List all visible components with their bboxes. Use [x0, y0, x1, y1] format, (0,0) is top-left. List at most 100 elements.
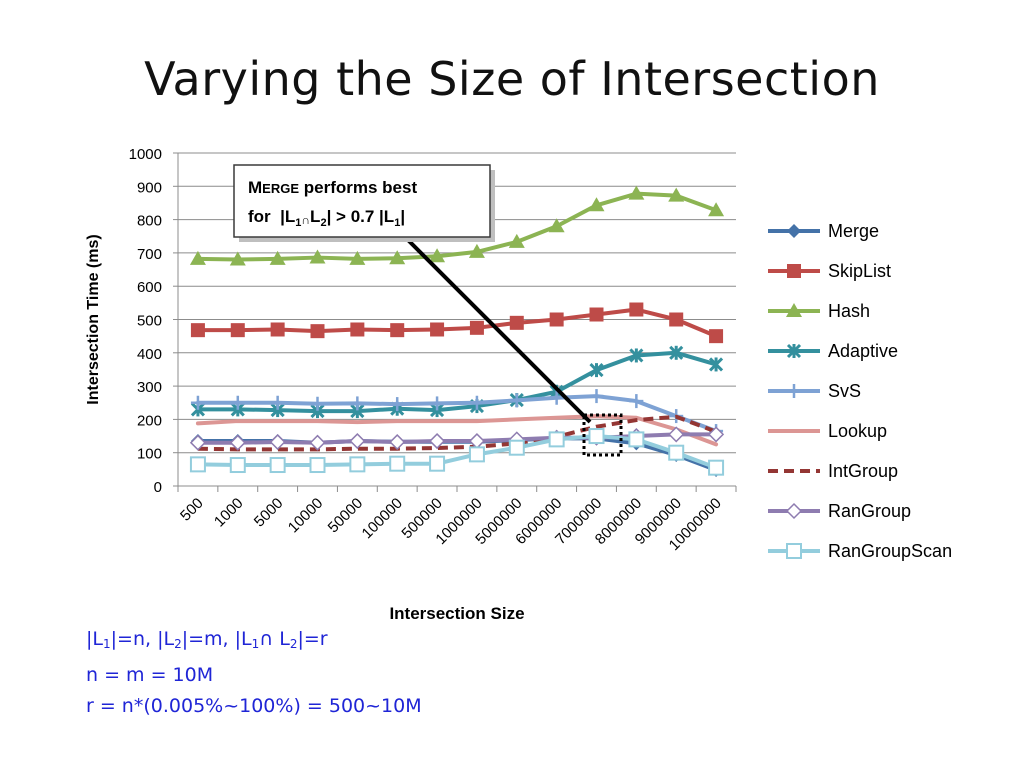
data-point-hash [269, 250, 286, 265]
data-point-hash [429, 248, 446, 263]
data-point-rangroup [389, 433, 406, 451]
series-lines [189, 185, 725, 478]
data-point-svs [390, 397, 405, 412]
data-point-rangroup [708, 426, 725, 443]
legend-marker-merge [787, 224, 801, 238]
merge-highlight-box [582, 413, 623, 457]
data-point-rangroupscan [349, 456, 366, 473]
y-tick-label: 900 [137, 179, 162, 196]
x-tick-label: 10000 [285, 495, 327, 537]
data-point-skiplist [430, 322, 445, 337]
y-tick-label: 400 [137, 346, 162, 363]
data-point-skiplist [230, 323, 245, 338]
x-tick-label: 100000 [359, 495, 406, 542]
data-point-svs [350, 396, 365, 411]
y-tick-label: 100 [137, 446, 162, 463]
data-point-skiplist [310, 324, 325, 339]
data-point-adaptive [629, 348, 644, 363]
callout-line-1: MERGE performs best [248, 178, 417, 197]
data-point-rangroup [668, 426, 685, 443]
data-point-svs [589, 389, 604, 404]
data-point-skiplist [350, 322, 365, 337]
legend-label-skiplist: SkipList [828, 261, 891, 281]
data-point-svs [629, 394, 644, 409]
series-line-intgroup [197, 414, 717, 452]
data-point-svs [549, 390, 564, 405]
legend-label-hash: Hash [828, 301, 870, 321]
data-point-skiplist [270, 322, 285, 337]
series-line-adaptive [195, 350, 719, 414]
y-tick-label: 600 [137, 279, 162, 296]
legend-marker-skiplist [787, 264, 801, 278]
data-point-rangroupscan [708, 459, 725, 476]
data-point-rangroupscan [229, 457, 246, 474]
series-rangroupscan [189, 428, 725, 476]
data-point-skiplist [669, 312, 684, 327]
legend-marker-hash [786, 303, 802, 317]
notes-line-1: |L1|=n, |L2|=m, |L1∩ L2|=r [86, 628, 328, 651]
legend-label-merge: Merge [828, 221, 879, 241]
series-lookup [195, 414, 719, 447]
data-point-adaptive [669, 345, 684, 360]
notes-line-2: n = m = 10M [86, 664, 214, 686]
data-point-hash [708, 202, 725, 217]
data-point-rangroupscan [508, 439, 525, 456]
data-point-hash [229, 251, 246, 266]
data-point-rangroup [429, 432, 446, 450]
data-point-hash [548, 218, 565, 233]
data-point-adaptive [709, 357, 724, 372]
data-point-rangroup [349, 432, 366, 450]
legend-label-rangroup: RanGroup [828, 501, 911, 521]
callout-pointer [396, 228, 592, 424]
data-point-hash [309, 249, 326, 264]
data-point-rangroupscan [429, 455, 446, 472]
legend-label-adaptive: Adaptive [828, 341, 898, 361]
data-point-adaptive [589, 363, 604, 378]
legend-item-rangroupscan: RanGroupScan [768, 541, 952, 561]
series-line-hash [195, 191, 719, 262]
data-point-hash [508, 233, 525, 248]
x-tick-label: 1000 [211, 495, 247, 531]
data-point-rangroupscan [309, 457, 326, 474]
legend-marker-rangroup [785, 502, 803, 520]
data-point-hash [349, 250, 366, 265]
slide-title: Varying the Size of Intersection [144, 52, 880, 106]
data-point-svs [509, 393, 524, 408]
data-point-hash [588, 197, 605, 212]
x-tick-label: 5000 [251, 495, 287, 531]
data-point-svs [469, 395, 484, 410]
legend-item-svs: SvS [768, 381, 861, 401]
data-point-hash [389, 250, 406, 265]
data-point-rangroupscan [668, 444, 685, 461]
data-point-svs [230, 395, 245, 410]
callout-line-2: for |L1∩L2| > 0.7 |L1| [248, 207, 405, 229]
data-point-rangroup [309, 434, 326, 451]
data-point-rangroup [269, 433, 286, 451]
series-skiplist [190, 302, 724, 344]
series-svs [190, 389, 724, 439]
notes-line-3: r = n*(0.005%~100%) = 500~10M [86, 695, 422, 717]
callout-box [233, 164, 491, 238]
data-point-skiplist [390, 323, 405, 338]
data-point-rangroupscan [548, 431, 565, 448]
data-point-hash [628, 185, 645, 200]
data-point-skiplist [509, 315, 524, 330]
series-intgroup [197, 414, 717, 452]
data-point-skiplist [709, 329, 724, 344]
legend-label-intgroup: IntGroup [828, 461, 898, 481]
legend-item-adaptive: Adaptive [768, 341, 898, 361]
legend-label-rangroupscan: RanGroupScan [828, 541, 952, 561]
y-tick-label: 0 [154, 479, 162, 496]
callout: MERGE performs best for |L1∩L2| > 0.7 |L… [233, 164, 623, 457]
data-point-svs [190, 395, 205, 410]
data-point-skiplist [629, 302, 644, 317]
data-point-skiplist [190, 323, 205, 338]
legend: Merge SkipList Hash Adaptive SvS Lookup IntGro… [768, 221, 952, 561]
data-point-svs [310, 396, 325, 411]
series-adaptive [190, 345, 724, 419]
data-point-rangroupscan [389, 455, 406, 472]
data-point-rangroupscan [269, 457, 286, 474]
y-axis-title: Intersection Time (ms) [85, 234, 102, 404]
data-point-skiplist [549, 312, 564, 327]
